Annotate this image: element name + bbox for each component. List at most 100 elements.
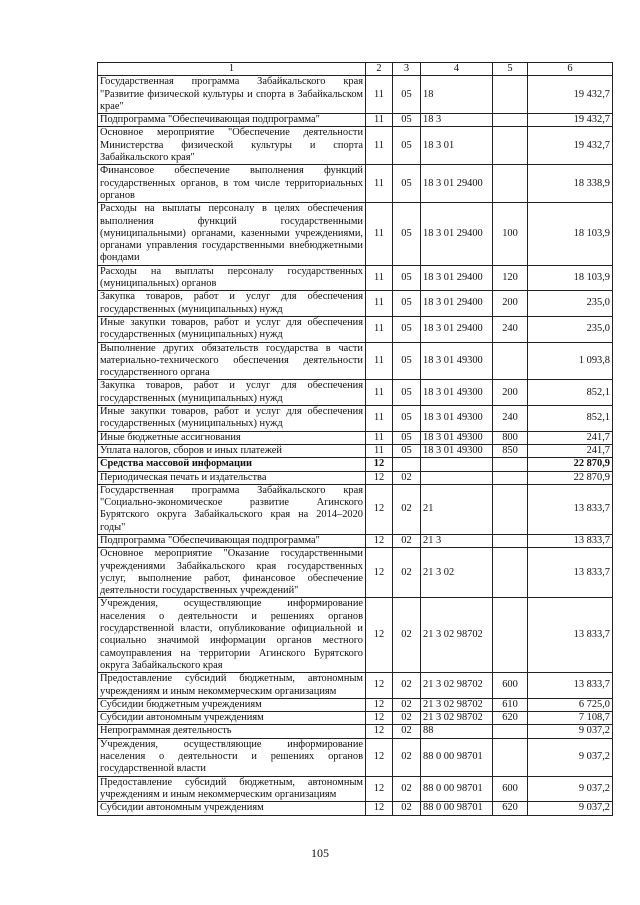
amount-cell: 18 103,9 (527, 264, 613, 292)
item-name-cell: Расходы на выплаты персоналу государстве… (97, 264, 366, 292)
amount-cell: 241,7 (527, 443, 613, 459)
code-subsection-cell: 05 (392, 264, 421, 292)
code-subsection-cell: 02 (392, 672, 421, 699)
table-row: Уплата налогов, сборов и иных платежей 11… (97, 443, 613, 459)
code-target-cell: 18 3 01 49300 (420, 443, 493, 459)
amount-cell: 852,1 (527, 405, 613, 432)
code-subsection-cell: 02 (392, 470, 421, 485)
code-section-cell: 12 (365, 597, 393, 674)
item-name-cell: Предоставление субсидий бюджетным, автон… (97, 775, 366, 803)
table-row: Предоставление субсидий бюджетным, автон… (97, 672, 613, 699)
budget-table: 1 2 3 4 5 6 Государственная программа За… (97, 61, 613, 816)
code-expense-type-cell (492, 75, 528, 115)
item-name-cell: Расходы на выплаты персоналу в целях обе… (97, 202, 366, 266)
code-expense-type-cell: 240 (492, 405, 528, 432)
code-expense-type-cell (492, 470, 528, 485)
item-name-cell: Непрограммная деятельность (97, 724, 366, 739)
item-name-cell: Выполнение других обязательств государст… (97, 341, 366, 381)
table-row: Основное мероприятие "Оказание государст… (97, 547, 613, 599)
table-row: Выполнение других обязательств государст… (97, 341, 613, 381)
item-name-cell: Финансовое обеспечение выполнения функци… (97, 164, 366, 204)
code-target-cell: 21 3 02 98702 (420, 697, 493, 713)
code-section-cell: 11 (365, 405, 393, 432)
code-section-cell: 12 (365, 697, 393, 713)
amount-cell: 19 432,7 (527, 75, 613, 115)
amount-cell: 241,7 (527, 430, 613, 445)
code-subsection-cell: 05 (392, 341, 421, 381)
amount-cell: 22 870,9 (527, 457, 613, 472)
item-name-cell: Субсидии бюджетным учреждениям (97, 697, 366, 713)
item-name-cell: Субсидии автономным учреждениям (97, 801, 366, 816)
code-section-cell: 11 (365, 379, 393, 407)
code-expense-type-cell: 240 (492, 315, 528, 343)
amount-cell: 235,0 (527, 290, 613, 317)
code-target-cell: 21 3 02 98702 (420, 711, 493, 726)
item-name-cell: Подпрограмма "Обеспечивающая подпрограмм… (97, 533, 366, 549)
code-subsection-cell: 05 (392, 379, 421, 407)
code-expense-type-cell (492, 457, 528, 472)
code-target-cell: 18 3 01 49300 (420, 341, 493, 381)
code-expense-type-cell: 600 (492, 672, 528, 699)
amount-cell: 7 108,7 (527, 711, 613, 726)
code-section-cell: 12 (365, 470, 393, 485)
code-section-cell: 11 (365, 264, 393, 292)
code-subsection-cell: 05 (392, 126, 421, 166)
code-section-cell: 12 (365, 711, 393, 726)
table-row: Иные закупки товаров, работ и услуг для … (97, 405, 613, 432)
code-target-cell: 21 3 02 98702 (420, 597, 493, 674)
item-name-cell: Государственная программа Забайкальского… (97, 483, 366, 535)
code-expense-type-cell: 100 (492, 202, 528, 266)
table-row: Субсидии автономным учреждениям 12 02 21 3 … (97, 711, 613, 726)
amount-cell: 13 833,7 (527, 672, 613, 699)
item-name-cell: Основное мероприятие "Обеспечение деятел… (97, 126, 366, 166)
code-subsection-cell: 02 (392, 737, 421, 777)
code-section-cell: 12 (365, 483, 393, 535)
amount-cell: 13 833,7 (527, 533, 613, 549)
code-expense-type-cell (492, 724, 528, 739)
code-section-cell: 11 (365, 290, 393, 317)
code-expense-type-cell (492, 597, 528, 674)
table-header-row: 1 2 3 4 5 6 (97, 61, 613, 77)
code-target-cell: 21 3 (420, 533, 493, 549)
code-section-cell: 11 (365, 126, 393, 166)
code-subsection-cell: 05 (392, 113, 421, 128)
header-cell: 4 (420, 61, 493, 77)
code-section-cell: 11 (365, 315, 393, 343)
item-name-cell: Периодическая печать и издательства (97, 470, 366, 485)
table-row: Закупка товаров, работ и услуг для обесп… (97, 379, 613, 407)
code-section-cell: 11 (365, 443, 393, 459)
code-target-cell (420, 470, 493, 485)
code-expense-type-cell (492, 164, 528, 204)
code-section-cell: 11 (365, 75, 393, 115)
code-target-cell: 18 (420, 75, 493, 115)
amount-cell: 19 432,7 (527, 113, 613, 128)
table-row: Государственная программа Забайкальского… (97, 75, 613, 115)
item-name-cell: Уплата налогов, сборов и иных платежей (97, 443, 366, 459)
code-section-cell: 12 (365, 775, 393, 803)
code-expense-type-cell: 200 (492, 290, 528, 317)
code-subsection-cell: 05 (392, 315, 421, 343)
code-subsection-cell: 02 (392, 547, 421, 599)
item-name-cell: Государственная программа Забайкальского… (97, 75, 366, 115)
code-subsection-cell (392, 457, 421, 472)
code-expense-type-cell: 200 (492, 379, 528, 407)
code-subsection-cell: 02 (392, 711, 421, 726)
code-section-cell: 12 (365, 547, 393, 599)
item-name-cell: Основное мероприятие "Оказание государст… (97, 547, 366, 599)
item-name-cell: Закупка товаров, работ и услуг для обесп… (97, 290, 366, 317)
table-row: Государственная программа Забайкальского… (97, 483, 613, 535)
amount-cell: 235,0 (527, 315, 613, 343)
item-name-cell: Средства массовой информации (97, 457, 366, 472)
code-target-cell: 21 3 02 98702 (420, 672, 493, 699)
amount-cell: 9 037,2 (527, 775, 613, 803)
code-expense-type-cell: 620 (492, 801, 528, 816)
amount-cell: 13 833,7 (527, 597, 613, 674)
code-target-cell: 21 (420, 483, 493, 535)
code-section-cell: 12 (365, 672, 393, 699)
code-target-cell: 21 3 02 (420, 547, 493, 599)
code-subsection-cell: 02 (392, 483, 421, 535)
amount-cell: 9 037,2 (527, 801, 613, 816)
table-row: Средства массовой информации 12 22 870,9 (97, 457, 613, 472)
code-target-cell: 18 3 (420, 113, 493, 128)
code-expense-type-cell: 620 (492, 711, 528, 726)
